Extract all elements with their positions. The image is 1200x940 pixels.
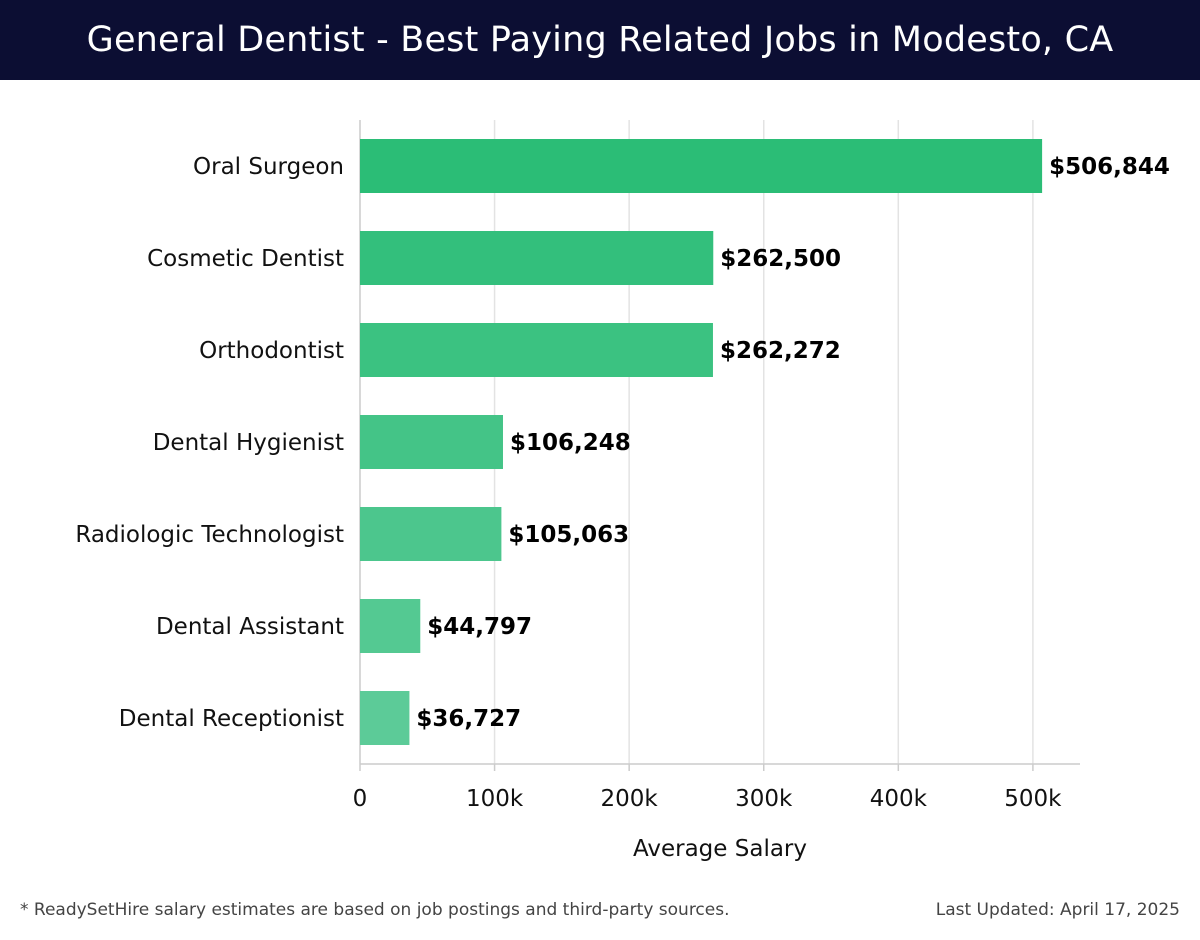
value-label: $36,727 — [416, 706, 521, 732]
category-label: Oral Surgeon — [193, 154, 344, 180]
bar — [360, 323, 713, 377]
x-tick-label: 0 — [353, 786, 368, 812]
bar — [360, 415, 503, 469]
bar — [360, 599, 420, 653]
bar — [360, 231, 713, 285]
bar — [360, 507, 501, 561]
last-updated: Last Updated: April 17, 2025 — [936, 900, 1180, 920]
category-label: Cosmetic Dentist — [147, 246, 344, 272]
value-label: $506,844 — [1049, 154, 1170, 180]
category-label: Dental Receptionist — [119, 706, 344, 732]
value-label: $44,797 — [427, 614, 532, 640]
bar — [360, 691, 409, 745]
category-label: Orthodontist — [199, 338, 344, 364]
salary-bar-chart: 0 100k 200k 300k 400k 500k Average Salary Oral … — [0, 80, 1200, 880]
x-tick-label: 100k — [466, 786, 524, 812]
chart-header: General Dentist - Best Paying Related Jo… — [0, 0, 1200, 80]
chart-title: General Dentist - Best Paying Related Jo… — [87, 20, 1114, 60]
value-label: $106,248 — [510, 430, 631, 456]
x-axis-label: Average Salary — [633, 836, 807, 862]
category-label: Radiologic Technologist — [75, 522, 344, 548]
x-tick-label: 200k — [601, 786, 659, 812]
x-tick-label: 400k — [870, 786, 928, 812]
x-tick-label: 300k — [735, 786, 793, 812]
value-label: $105,063 — [508, 522, 629, 548]
value-label: $262,500 — [720, 246, 841, 272]
value-label: $262,272 — [720, 338, 841, 364]
bar — [360, 139, 1042, 193]
x-tick-label: 500k — [1004, 786, 1062, 812]
category-label: Dental Assistant — [156, 614, 344, 640]
category-label: Dental Hygienist — [153, 430, 344, 456]
footer-note: * ReadySetHire salary estimates are base… — [20, 900, 730, 920]
